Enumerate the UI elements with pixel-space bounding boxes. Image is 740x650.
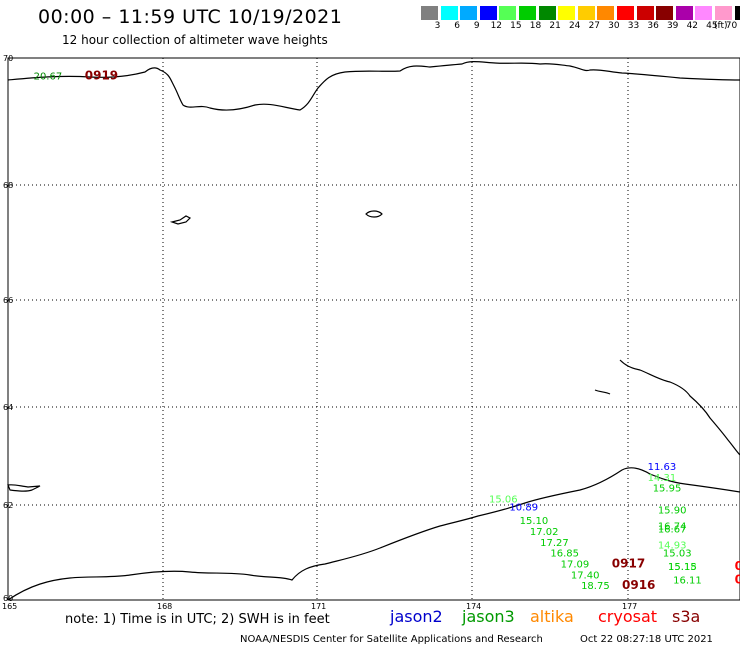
longitude-label: 174: [466, 602, 481, 611]
colorbar-label: 6: [454, 21, 460, 31]
coastline-chukotka-north: [7, 61, 740, 111]
colorbar-swatch: [460, 6, 478, 20]
pass-time-label: 0916: [622, 578, 655, 592]
pass-time-label: 0919: [85, 69, 118, 83]
longitude-label: 168: [157, 602, 172, 611]
colorbar-label: 9: [473, 21, 480, 31]
colorbar-swatch: [499, 6, 517, 20]
colorbar-swatch: [597, 6, 615, 20]
footnote: note: 1) Time is in UTC; 2) SWH is in fe…: [65, 612, 330, 627]
colorbar-label: 27: [588, 21, 601, 31]
island-3: [7, 484, 41, 492]
colorbar-swatch: [715, 6, 732, 20]
longitude-label: 165: [2, 602, 17, 611]
legend-jason2: jason2: [390, 607, 443, 626]
wave-height-value: 14.93: [658, 541, 687, 552]
latitude-label: 68: [3, 181, 13, 190]
coastline: [7, 61, 740, 601]
island-2: [365, 210, 383, 218]
colorbar-swatch: [636, 6, 654, 20]
wave-height-value: 17.09: [561, 559, 590, 570]
wave-height-value: 16.74: [658, 522, 687, 533]
latitude-label: 64: [3, 403, 13, 412]
colorbar-unit: (ft): [714, 21, 728, 31]
colorbar-swatch: [675, 6, 693, 20]
colorbar-swatch: [617, 6, 634, 20]
map-frame: [7, 57, 740, 601]
generation-timestamp: Oct 22 08:27:18 UTC 2021: [580, 634, 713, 645]
legend-altika: altika: [530, 607, 574, 626]
wave-height-value: 15.18: [668, 562, 697, 573]
latitude-label: 62: [3, 501, 13, 510]
wave-height-value: 15.95: [653, 484, 682, 495]
colorbar-label: 21: [549, 21, 561, 31]
wave-height-value: 15.03: [663, 549, 692, 560]
island-4: [594, 389, 611, 395]
pass-time-label: 0100: [735, 573, 740, 587]
coastline-chukotka-east: [619, 359, 740, 456]
island-1: [169, 215, 192, 225]
pass-time-label: 0100: [735, 559, 740, 573]
colorbar-swatch: [577, 6, 595, 20]
wave-height-value: 15.06: [489, 494, 518, 505]
legend-cryosat: cryosat: [598, 607, 658, 626]
colorbar-swatch: [695, 6, 713, 20]
wave-height-value: 15.15: [668, 562, 697, 573]
latitude-label: 66: [3, 296, 13, 305]
wave-height-value: 17.27: [540, 538, 569, 549]
legend-s3a: s3a: [672, 607, 701, 626]
longitude-label: 171: [311, 602, 326, 611]
colorbar-swatch: [656, 6, 674, 20]
colorbar-label: 3: [434, 21, 441, 31]
map-subtitle: 12 hour collection of altimeter wave hei…: [62, 33, 328, 47]
colorbar-swatch: [558, 6, 576, 20]
colorbar-label: 30: [608, 21, 620, 31]
wave-height-value: 10.89: [509, 503, 538, 514]
colorbar-label: 45: [706, 21, 718, 31]
colorbar-swatch: [421, 6, 438, 20]
latitude-label: 70: [3, 54, 13, 63]
wave-height-value: 15.90: [658, 505, 687, 516]
colorbar-label: 15: [510, 21, 522, 31]
pass-time-label: 0917: [612, 556, 645, 570]
colorbar-label: 12: [490, 21, 503, 31]
colorbar-label: 39: [666, 21, 679, 31]
longitude-label: 177: [622, 602, 637, 611]
colorbar-label: 36: [647, 21, 659, 31]
wave-height-value: 20.67: [34, 72, 63, 83]
latitude-label: 60: [3, 594, 13, 603]
wave-height-value: 15.10: [520, 516, 549, 527]
colorbar-swatch: [479, 6, 497, 20]
colorbar-swatch: [440, 6, 458, 20]
wave-height-value: 11.63: [648, 462, 677, 473]
colorbar-swatch: [538, 6, 556, 20]
wave-height-value: 16.85: [550, 549, 579, 560]
wave-height-value: 17.40: [571, 570, 600, 581]
map-title: 00:00 – 11:59 UTC 10/19/2021: [38, 6, 343, 28]
wave-height-value: 16.11: [673, 576, 702, 587]
colorbar-swatch: [734, 6, 740, 20]
coastline-gulf-of-anadyr: [7, 467, 740, 601]
credit-line: NOAA/NESDIS Center for Satellite Applica…: [240, 634, 543, 645]
colorbar-swatch: [519, 6, 536, 20]
wave-height-value: 18.75: [581, 581, 610, 592]
wave-height-value: 16.67: [658, 524, 687, 535]
colorbar-label: 42: [686, 21, 699, 31]
colorbar-label: 18: [529, 21, 542, 31]
colorbar-label: 24: [568, 21, 581, 31]
wave-height-value: 17.02: [530, 527, 559, 538]
colorbar-label: 33: [627, 21, 640, 31]
colorbar-label: 70: [725, 21, 738, 31]
legend-jason3: jason3: [462, 607, 515, 626]
wave-height-value: 14.31: [648, 473, 677, 484]
